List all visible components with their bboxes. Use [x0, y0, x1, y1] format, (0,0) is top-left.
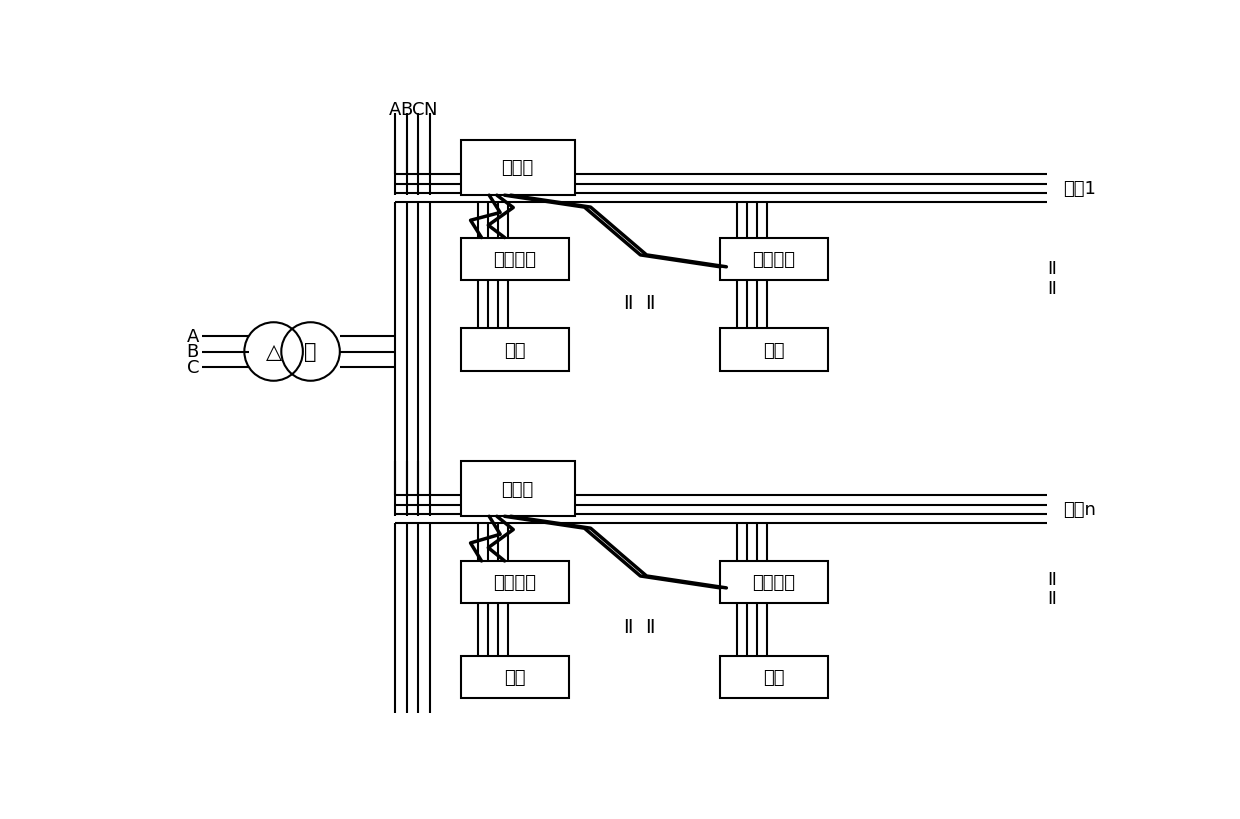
Text: 用户: 用户 [764, 668, 785, 686]
Bar [461, 561, 568, 604]
Text: N: N [423, 101, 436, 119]
Text: Ⅱ: Ⅱ [1048, 260, 1056, 278]
Text: 主控器: 主控器 [501, 159, 533, 177]
Text: A: A [389, 101, 402, 119]
Bar [461, 141, 574, 196]
Text: Ⅱ  Ⅱ: Ⅱ Ⅱ [624, 294, 655, 313]
Bar [461, 461, 574, 517]
Text: Ⅱ: Ⅱ [1048, 280, 1056, 298]
Text: 换相开关: 换相开关 [753, 251, 796, 269]
Text: 用户: 用户 [503, 668, 526, 686]
Text: 主控器: 主控器 [501, 480, 533, 498]
Bar [720, 238, 828, 281]
Text: A: A [186, 328, 198, 346]
Bar [461, 329, 568, 371]
Text: 换相开关: 换相开关 [494, 573, 536, 591]
Text: △: △ [265, 342, 281, 362]
Text: 人: 人 [304, 342, 316, 362]
Text: B: B [401, 101, 413, 119]
Text: 用户: 用户 [503, 342, 526, 360]
Text: 支线1: 支线1 [1063, 180, 1096, 198]
Text: 换相开关: 换相开关 [753, 573, 796, 591]
Text: 换相开关: 换相开关 [494, 251, 536, 269]
Bar [720, 656, 828, 698]
Text: B: B [187, 343, 198, 361]
Bar [720, 329, 828, 371]
Text: Ⅱ: Ⅱ [1048, 570, 1056, 588]
Text: C: C [186, 359, 198, 377]
Text: Ⅱ  Ⅱ: Ⅱ Ⅱ [624, 618, 655, 636]
Bar [720, 561, 828, 604]
Text: 支线n: 支线n [1063, 500, 1096, 518]
Bar [461, 238, 568, 281]
Text: C: C [412, 101, 424, 119]
Text: 用户: 用户 [764, 342, 785, 360]
Text: Ⅱ: Ⅱ [1048, 589, 1056, 607]
Bar [461, 656, 568, 698]
